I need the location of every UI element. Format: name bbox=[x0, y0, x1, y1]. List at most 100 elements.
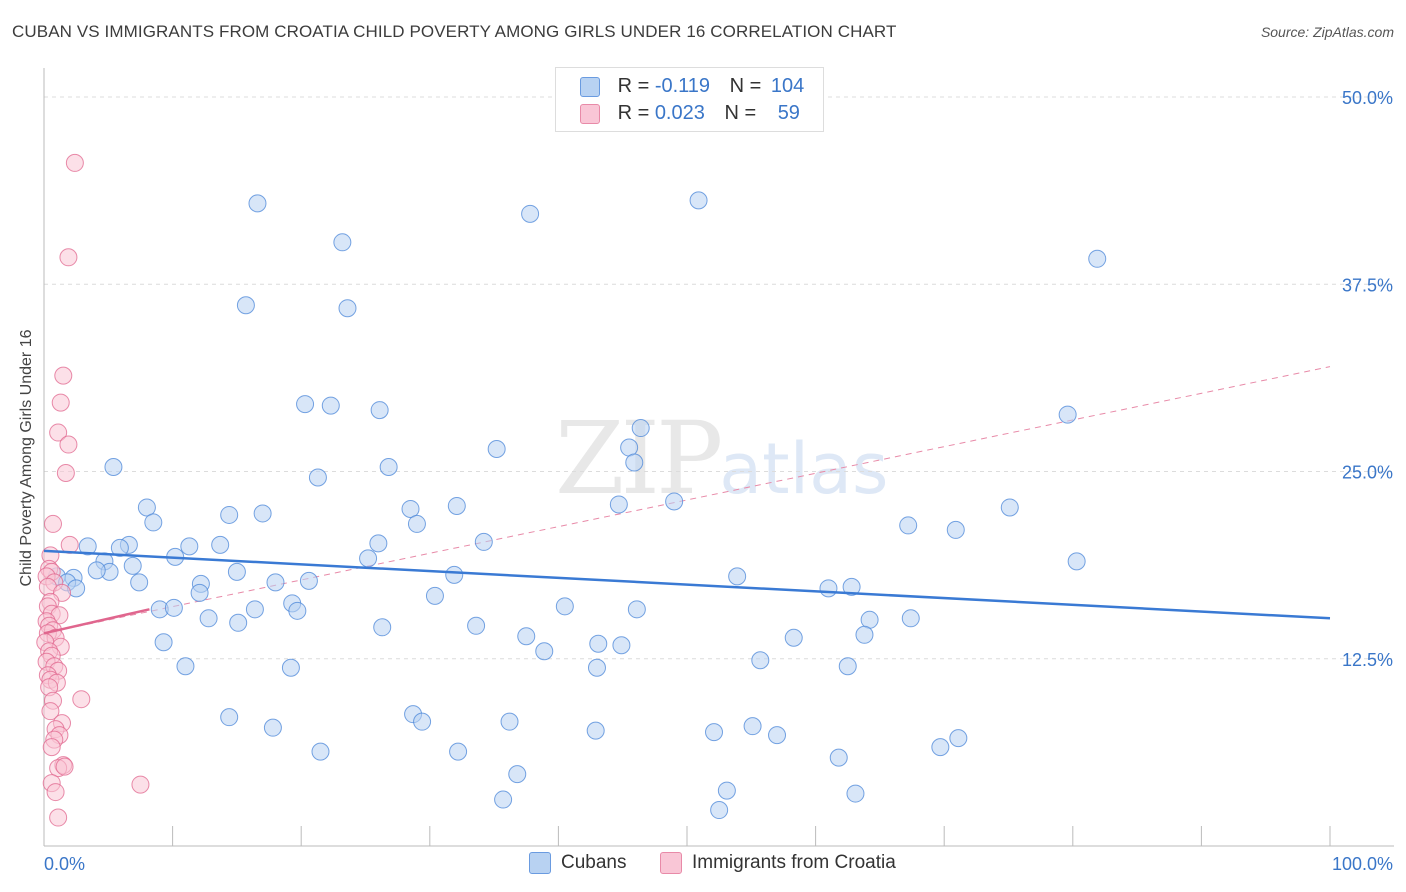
cubans-point bbox=[311, 742, 330, 761]
cubans-point bbox=[449, 742, 468, 761]
y-tick-label: 25.0% bbox=[1342, 463, 1393, 483]
legend-n-label: N = bbox=[729, 75, 762, 97]
watermark-atlas: atlas bbox=[719, 428, 889, 510]
croatia-point bbox=[59, 435, 78, 454]
cubans-point bbox=[946, 520, 965, 539]
cubans-point bbox=[321, 396, 340, 415]
x-tick-label: 100.0% bbox=[1332, 854, 1393, 874]
cubans-point bbox=[369, 534, 388, 553]
x-tick-label: 0.0% bbox=[44, 854, 85, 874]
croatia-point bbox=[49, 423, 68, 442]
croatia-point bbox=[51, 393, 70, 412]
legend-n-value-croatia: 59 bbox=[777, 102, 800, 124]
cubans-point bbox=[609, 495, 628, 514]
cubans-point bbox=[710, 801, 729, 820]
cubans-point bbox=[517, 627, 536, 646]
cubans-point bbox=[500, 712, 519, 731]
cubans-point bbox=[78, 537, 97, 556]
cubans-point bbox=[445, 565, 464, 584]
croatia-point bbox=[65, 153, 84, 172]
cubans-point bbox=[281, 658, 300, 677]
cubans-point bbox=[245, 600, 264, 619]
cubans-point bbox=[359, 549, 378, 568]
cubans-point bbox=[308, 468, 327, 487]
cubans-point bbox=[299, 571, 318, 590]
series-legend-croatia[interactable]: Immigrants from Croatia bbox=[660, 852, 896, 874]
legend-row-cubans: R = -0.119 N = 104 bbox=[580, 75, 804, 99]
cubans-point bbox=[768, 726, 787, 745]
cubans-point bbox=[144, 513, 163, 532]
cubans-point bbox=[474, 532, 493, 551]
cubans-point bbox=[631, 419, 650, 438]
cubans-point bbox=[333, 233, 352, 252]
cubans-point bbox=[855, 625, 874, 644]
cubans-trend-line bbox=[43, 549, 1331, 620]
cubans-point bbox=[447, 496, 466, 515]
croatia-point bbox=[131, 775, 150, 794]
cubans-point bbox=[263, 718, 282, 737]
cubans-point bbox=[728, 567, 747, 586]
cubans-point bbox=[784, 628, 803, 647]
cubans-point bbox=[266, 573, 285, 592]
y-tick-label: 12.5% bbox=[1342, 650, 1393, 670]
cubans-point bbox=[190, 583, 209, 602]
croatia-point bbox=[54, 366, 73, 385]
legend-n-label: N = bbox=[724, 102, 757, 124]
cubans-point bbox=[123, 556, 142, 575]
legend-r-value-cubans: -0.119 bbox=[654, 75, 711, 97]
cubans-point bbox=[227, 562, 246, 581]
cubans-point bbox=[220, 505, 239, 524]
croatia-trend-extension bbox=[43, 366, 1331, 634]
y-tick-label: 37.5% bbox=[1342, 275, 1393, 295]
cubans-point bbox=[236, 296, 255, 315]
cubans-point bbox=[535, 642, 554, 661]
croatia-point bbox=[59, 248, 78, 267]
croatia-point bbox=[49, 808, 68, 827]
cubans-point bbox=[296, 395, 315, 414]
cubans-point bbox=[743, 717, 762, 736]
cubans-point bbox=[229, 613, 248, 632]
cubans-point bbox=[211, 535, 230, 554]
cubans-point bbox=[1000, 498, 1019, 517]
series-label-cubans: Cubans bbox=[561, 852, 627, 874]
legend-r-label: R = bbox=[617, 102, 650, 124]
cubans-point bbox=[288, 601, 307, 620]
cubans-point bbox=[407, 514, 426, 533]
legend-swatch-cubans bbox=[580, 76, 600, 97]
legend-n-value-cubans: 104 bbox=[770, 75, 805, 97]
cubans-point bbox=[494, 790, 513, 809]
series-label-croatia: Immigrants from Croatia bbox=[692, 852, 896, 874]
cubans-point bbox=[717, 781, 736, 800]
cubans-point bbox=[829, 748, 848, 767]
cubans-point bbox=[253, 504, 272, 523]
cubans-point bbox=[751, 651, 770, 670]
croatia-point bbox=[44, 514, 63, 533]
cubans-point bbox=[627, 600, 646, 619]
series-swatch-croatia bbox=[660, 852, 682, 874]
cubans-point bbox=[838, 657, 857, 676]
cubans-point bbox=[130, 573, 149, 592]
cubans-point bbox=[401, 499, 420, 518]
croatia-point bbox=[55, 757, 74, 776]
legend-r-label: R = bbox=[617, 75, 650, 97]
chart-title: CUBAN VS IMMIGRANTS FROM CROATIA CHILD P… bbox=[12, 22, 897, 41]
series-legend-cubans[interactable]: Cubans bbox=[529, 852, 627, 874]
cubans-point bbox=[521, 204, 540, 223]
cubans-point bbox=[665, 492, 684, 511]
cubans-point bbox=[180, 537, 199, 556]
series-legend: Cubans Immigrants from Croatia bbox=[0, 852, 1406, 878]
cubans-point bbox=[842, 577, 861, 596]
croatia-point bbox=[46, 783, 65, 802]
cubans-point bbox=[586, 721, 605, 740]
cubans-point bbox=[487, 440, 506, 459]
cubans-point bbox=[819, 579, 838, 598]
cubans-point bbox=[373, 618, 392, 637]
cubans-point bbox=[176, 657, 195, 676]
cubans-point bbox=[589, 634, 608, 653]
croatia-trend-line bbox=[43, 608, 150, 635]
cubans-point bbox=[199, 609, 218, 628]
cubans-point bbox=[467, 616, 486, 635]
legend-swatch-croatia bbox=[580, 103, 600, 124]
croatia-point bbox=[72, 690, 91, 709]
